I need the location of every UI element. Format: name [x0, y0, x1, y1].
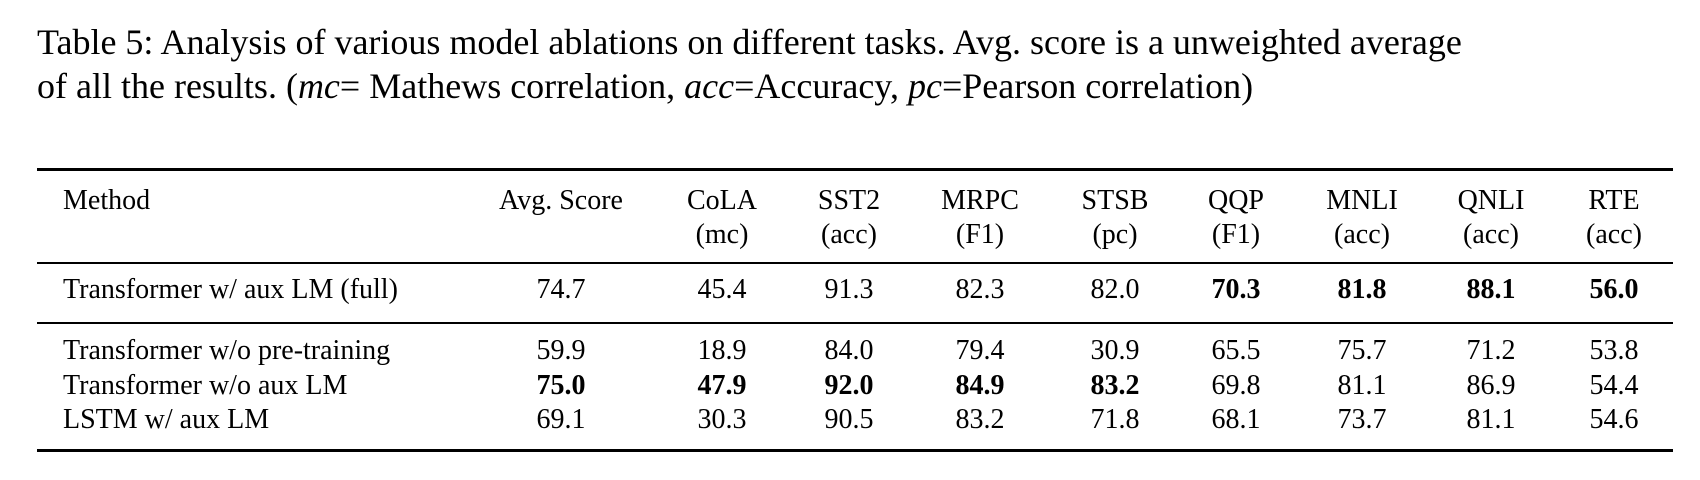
table-cell: 56.0	[1589, 274, 1639, 305]
header-sst2: SST2	[817, 185, 881, 216]
row-group-divider-rule	[37, 322, 1673, 324]
table-cell: 90.5	[824, 404, 874, 435]
header-method: Method	[63, 185, 151, 216]
header-qnli-metric: (acc)	[1463, 219, 1519, 250]
table-cell: 83.2	[1090, 370, 1140, 401]
caption-line-1: Table 5: Analysis of various model ablat…	[37, 22, 1462, 62]
header-divider-rule	[37, 262, 1673, 264]
table-cell: 84.9	[955, 370, 1005, 401]
table-cell: 68.1	[1211, 404, 1261, 435]
caption-abbr-mc: mc	[297, 66, 340, 106]
caption-text: = Mathews correlation,	[339, 66, 685, 106]
caption-line-2: of all the results. (mc= Mathews correla…	[37, 64, 1677, 108]
table-cell: 74.7	[536, 274, 586, 305]
header-rte-metric: (acc)	[1586, 219, 1642, 250]
row-method: Transformer w/ aux LM (full)	[63, 274, 398, 305]
table-cell: 30.9	[1090, 335, 1140, 366]
table-caption: Table 5: Analysis of various model ablat…	[37, 20, 1677, 108]
table-cell: 81.8	[1337, 274, 1387, 305]
caption-abbr-pc: pc	[907, 66, 942, 106]
header-mnli: MNLI	[1326, 185, 1398, 216]
table-cell: 82.0	[1090, 274, 1140, 305]
row-method: Transformer w/o pre-training	[63, 335, 391, 366]
table-cell: 45.4	[697, 274, 747, 305]
table-cell: 83.2	[955, 404, 1005, 435]
table-cell: 54.6	[1589, 404, 1639, 435]
table-cell: 59.9	[536, 335, 586, 366]
table-cell: 73.7	[1337, 404, 1387, 435]
table-cell: 81.1	[1337, 370, 1387, 401]
row-method: Transformer w/o aux LM	[63, 370, 348, 401]
table-top-rule	[37, 168, 1673, 171]
header-cola: CoLA	[687, 185, 757, 216]
caption-text: of all the results. (	[37, 66, 298, 106]
table-cell: 79.4	[955, 335, 1005, 366]
row-method: LSTM w/ aux LM	[63, 404, 270, 435]
table-cell: 71.2	[1466, 335, 1516, 366]
header-qqp-metric: (F1)	[1211, 219, 1261, 250]
header-avg-score: Avg. Score	[499, 185, 623, 216]
table-cell: 71.8	[1090, 404, 1140, 435]
table-cell: 91.3	[824, 274, 874, 305]
table-cell: 47.9	[697, 370, 747, 401]
table-cell: 30.3	[697, 404, 747, 435]
header-cola-metric: (mc)	[695, 219, 749, 250]
table-cell: 92.0	[824, 370, 874, 401]
header-mrpc: MRPC	[941, 185, 1019, 216]
caption-abbr-acc: acc	[684, 66, 735, 106]
table-cell: 69.8	[1211, 370, 1261, 401]
header-stsb: STSB	[1081, 185, 1149, 216]
caption-text: =Pearson correlation)	[941, 66, 1254, 106]
caption-text: =Accuracy,	[734, 66, 908, 106]
table-cell: 75.0	[536, 370, 586, 401]
table-cell: 65.5	[1211, 335, 1261, 366]
table-cell: 69.1	[536, 404, 586, 435]
header-mrpc-metric: (F1)	[955, 219, 1005, 250]
table-cell: 54.4	[1589, 370, 1639, 401]
table-cell: 75.7	[1337, 335, 1387, 366]
table-cell: 86.9	[1466, 370, 1516, 401]
table-cell: 82.3	[955, 274, 1005, 305]
table-bottom-rule	[37, 449, 1673, 452]
header-rte: RTE	[1588, 185, 1640, 216]
table-cell: 53.8	[1589, 335, 1639, 366]
table-cell: 18.9	[697, 335, 747, 366]
table-cell: 84.0	[824, 335, 874, 366]
header-stsb-metric: (pc)	[1092, 219, 1138, 250]
table-cell: 88.1	[1466, 274, 1516, 305]
header-mnli-metric: (acc)	[1334, 219, 1390, 250]
table-cell: 81.1	[1466, 404, 1516, 435]
table-cell: 70.3	[1211, 274, 1261, 305]
header-sst2-metric: (acc)	[821, 219, 877, 250]
header-qqp: QQP	[1207, 185, 1265, 216]
header-qnli: QNLI	[1457, 185, 1525, 216]
